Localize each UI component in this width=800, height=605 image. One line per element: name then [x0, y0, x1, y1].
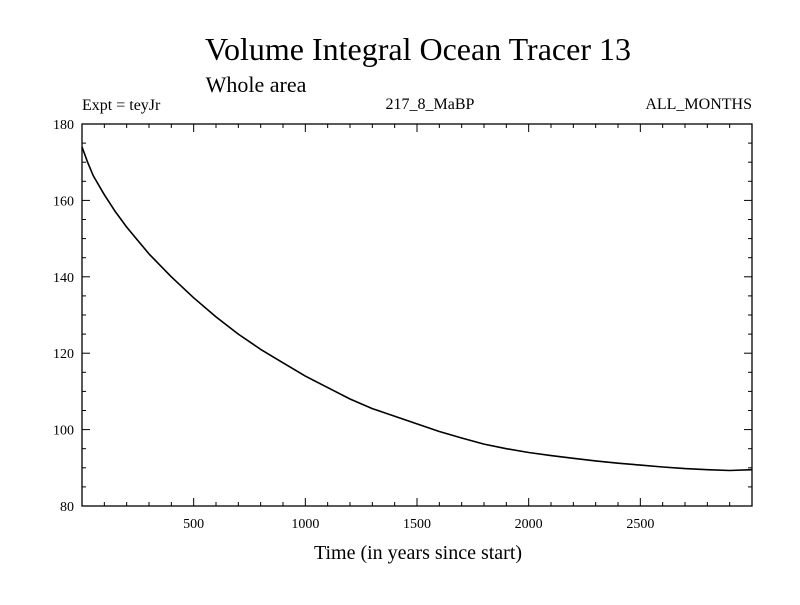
plot-frame	[81, 123, 753, 507]
x-axis-label: Time (in years since start)	[314, 542, 522, 564]
plot-area: 500 1000 1500 2000 2500 80 100 120 140 160 180	[53, 118, 753, 532]
y-tick-label: 100	[53, 424, 74, 439]
y-tick-label: 160	[53, 194, 74, 209]
y-tick-label: 180	[53, 118, 74, 133]
experiment-label: Expt = teyJr	[82, 97, 161, 114]
x-tick-label: 500	[183, 517, 204, 532]
y-tick-label: 140	[53, 271, 74, 286]
chart-title: Volume Integral Ocean Tracer 13	[205, 31, 631, 67]
x-tick-label: 2000	[515, 517, 543, 532]
x-tick-label: 1000	[291, 517, 319, 532]
y-tick-label: 80	[60, 500, 74, 515]
x-tick-label: 1500	[403, 517, 431, 532]
x-tick-label: 2500	[626, 517, 654, 532]
run-label: 217_8_MaBP	[386, 96, 475, 113]
months-label: ALL_MONTHS	[645, 96, 752, 113]
series-line	[81, 146, 753, 472]
y-tick-label: 120	[53, 347, 74, 362]
chart-subtitle: Whole area	[206, 72, 307, 97]
